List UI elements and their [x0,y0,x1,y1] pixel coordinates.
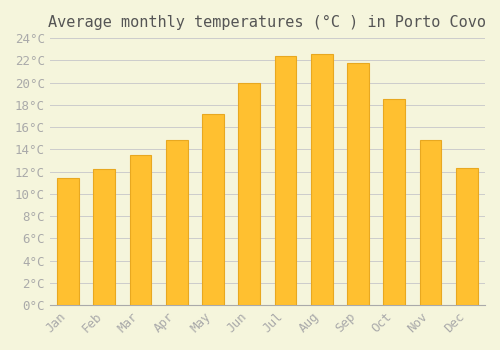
Bar [130,155,152,305]
Bar [384,99,405,305]
Bar [420,140,442,305]
Bar [94,169,115,305]
Bar [347,63,369,305]
Bar [202,114,224,305]
Bar [274,56,296,305]
Bar [238,83,260,305]
Bar [57,178,79,305]
Bar [456,168,477,305]
Bar [311,54,332,305]
Bar [166,140,188,305]
Title: Average monthly temperatures (°C ) in Porto Covo: Average monthly temperatures (°C ) in Po… [48,15,486,30]
